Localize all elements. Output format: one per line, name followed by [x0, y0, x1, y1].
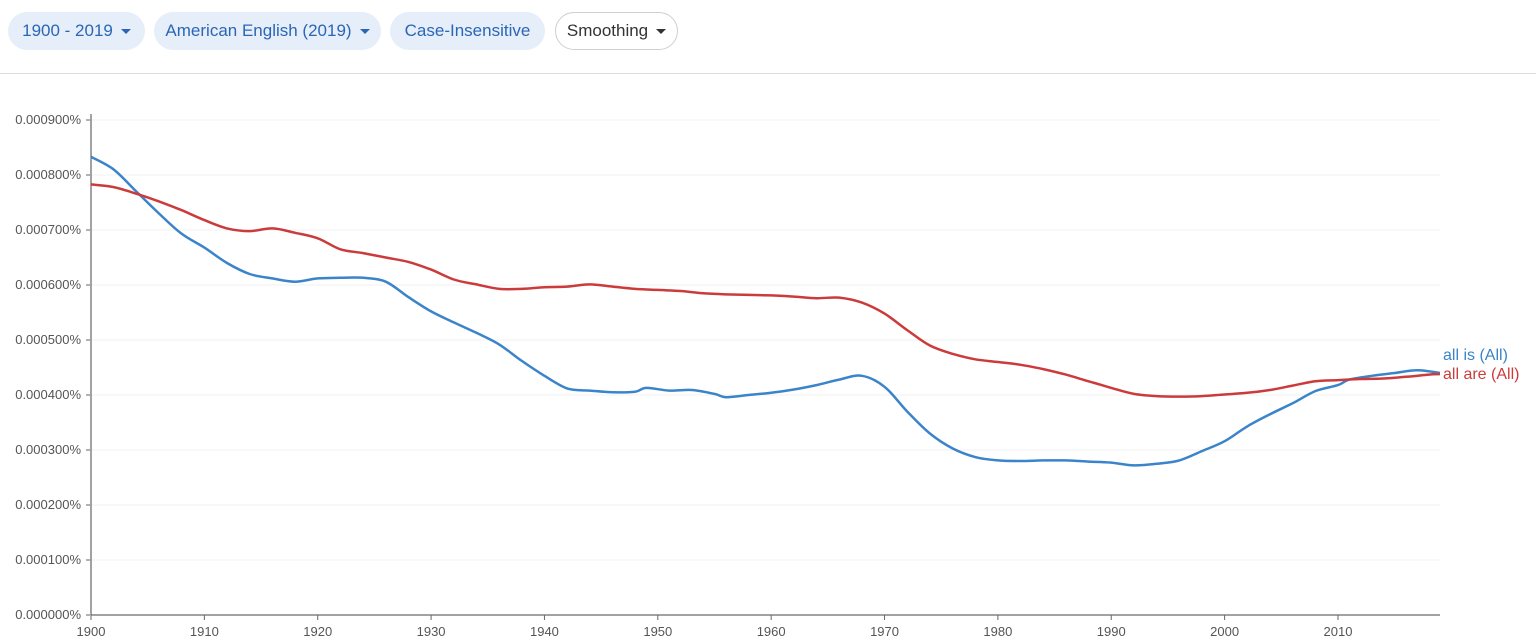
x-tick-label: 1900 — [77, 624, 106, 639]
y-tick-label: 0.000800% — [15, 167, 81, 182]
smoothing-dropdown[interactable]: Smoothing — [555, 12, 678, 50]
chevron-down-icon — [656, 28, 667, 34]
query-toolbar: 1900 - 2019 American English (2019) Case… — [0, 0, 1536, 74]
ngram-chart: 0.000900% 0.000800% 0.000700% 0.000600% 0.00… — [15, 112, 1519, 639]
chevron-down-icon — [120, 28, 131, 34]
x-tick-label: 1980 — [983, 624, 1012, 639]
year-range-label: 1900 - 2019 — [22, 21, 113, 40]
x-tick-label: 1940 — [530, 624, 559, 639]
x-tick-label: 2010 — [1324, 624, 1353, 639]
x-tick-label: 1930 — [417, 624, 446, 639]
legend-label-all-is: all is (All) — [1443, 347, 1508, 364]
case-label: Case-Insensitive — [404, 21, 531, 40]
y-tick-label: 0.000700% — [15, 222, 81, 237]
x-tick-label: 2000 — [1210, 624, 1239, 639]
axes: 0.000900% 0.000800% 0.000700% 0.000600% 0.00… — [15, 112, 1440, 639]
corpus-dropdown[interactable]: American English (2019) — [154, 12, 381, 50]
corpus-label: American English (2019) — [165, 21, 352, 40]
series-line-all-are — [90, 183, 1441, 398]
chevron-down-icon — [359, 28, 370, 34]
y-tick-label: 0.000600% — [15, 277, 81, 292]
y-tick-label: 0.000200% — [15, 497, 81, 512]
y-tick-label: 0.000300% — [15, 442, 81, 457]
case-insensitive-toggle[interactable]: Case-Insensitive — [390, 12, 545, 50]
smoothing-label: Smoothing — [566, 21, 649, 40]
series-lines — [90, 155, 1441, 467]
series-line-all-is — [90, 155, 1441, 467]
y-tick-label: 0.000000% — [15, 607, 81, 622]
x-tick-label: 1950 — [643, 624, 672, 639]
x-tick-label: 1990 — [1097, 624, 1126, 639]
year-range-dropdown[interactable]: 1900 - 2019 — [8, 12, 145, 50]
gridlines — [91, 119, 1440, 561]
legend: all is (All) all are (All) — [1443, 347, 1519, 383]
y-tick-label: 0.000100% — [15, 552, 81, 567]
x-tick-label: 1970 — [870, 624, 899, 639]
x-tick-label: 1920 — [303, 624, 332, 639]
x-tick-label: 1910 — [190, 624, 219, 639]
y-tick-label: 0.000900% — [15, 112, 81, 127]
y-tick-label: 0.000500% — [15, 332, 81, 347]
legend-label-all-are: all are (All) — [1443, 366, 1519, 383]
y-tick-label: 0.000400% — [15, 387, 81, 402]
x-tick-label: 1960 — [757, 624, 786, 639]
